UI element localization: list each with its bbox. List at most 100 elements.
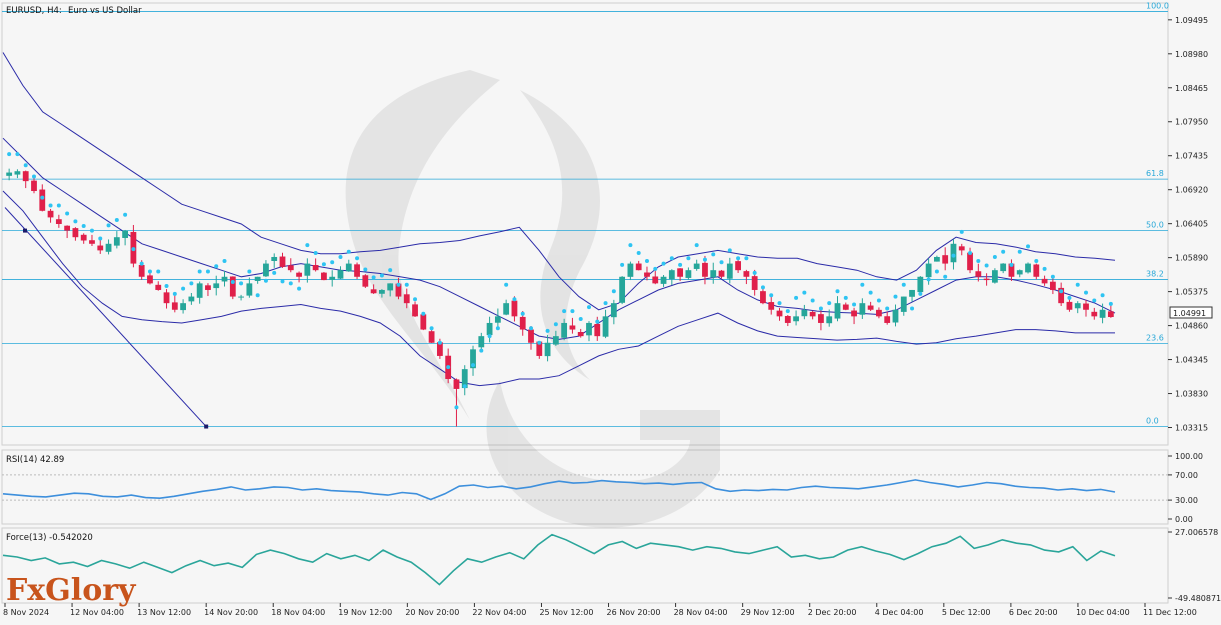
- parabolic-sar-dot: [545, 328, 550, 333]
- bearish-candle: [171, 302, 178, 310]
- bullish-candle: [379, 289, 385, 294]
- current-price-box: [1169, 306, 1213, 319]
- parabolic-sar-dot: [910, 306, 915, 311]
- parabolic-sar-dot: [297, 286, 302, 291]
- bullish-candle: [610, 303, 617, 318]
- parabolic-sar-dot: [1034, 258, 1039, 263]
- parabolic-sar-dot: [7, 152, 12, 157]
- parabolic-sar-dot: [239, 281, 244, 286]
- price-tick-label: 1.05890: [1175, 254, 1208, 263]
- bearish-candle: [751, 276, 758, 290]
- bearish-candle: [851, 310, 857, 317]
- bullish-candle: [213, 283, 220, 289]
- parabolic-sar-dot: [711, 252, 716, 257]
- bullish-candle: [693, 263, 700, 269]
- parabolic-sar-dot: [1017, 249, 1022, 254]
- bullish-candle: [925, 263, 932, 278]
- bearish-candle: [1107, 311, 1114, 318]
- time-tick-label: 5 Dec 12:00: [942, 608, 991, 617]
- parabolic-sar-dot: [413, 297, 418, 302]
- bearish-candle: [420, 314, 427, 330]
- bearish-candle: [412, 304, 418, 317]
- parabolic-sar-dot: [1108, 301, 1113, 306]
- bearish-candle: [205, 285, 211, 290]
- force-index-line: [2, 533, 1116, 586]
- price-tick-label: 1.06405: [1175, 220, 1208, 229]
- parabolic-sar-dot: [934, 269, 939, 274]
- parabolic-sar-dot: [131, 247, 136, 252]
- parabolic-sar-dot: [918, 291, 923, 296]
- parabolic-sar-dot: [760, 285, 765, 290]
- bearish-candle: [47, 210, 54, 218]
- parabolic-sar-dot: [363, 267, 368, 272]
- time-tick-label: 8 Nov 2024: [3, 608, 49, 617]
- bollinger-middle-band: [2, 137, 1116, 340]
- bullish-candle: [470, 349, 476, 369]
- bullish-candle: [801, 309, 808, 317]
- parabolic-sar-dot: [512, 297, 517, 302]
- trend-line: [4, 207, 207, 427]
- main-panel[interactable]: [1, 2, 1169, 446]
- parabolic-sar-dot: [702, 257, 707, 262]
- trendline-anchor: [204, 424, 209, 429]
- symbol-description: Euro vs US Dollar: [68, 6, 142, 16]
- bearish-candle: [296, 272, 302, 277]
- force-panel[interactable]: [1, 527, 1169, 604]
- bullish-candle: [726, 263, 733, 279]
- bollinger-lower-band: [2, 190, 1115, 387]
- price-tick-label: 1.08980: [1175, 50, 1208, 59]
- parabolic-sar-dot: [901, 282, 906, 287]
- bullish-candle: [180, 303, 186, 311]
- bullish-candle: [602, 316, 609, 337]
- parabolic-sar-dot: [272, 270, 277, 275]
- bullish-candle: [892, 309, 899, 323]
- parabolic-sar-dot: [355, 256, 360, 261]
- bullish-candle: [221, 276, 228, 282]
- parabolic-sar-dot: [943, 274, 948, 279]
- parabolic-sar-dot: [189, 281, 194, 286]
- bearish-candle: [1091, 311, 1098, 317]
- parabolic-sar-dot: [73, 219, 78, 224]
- time-tick-label: 20 Nov 20:00: [405, 608, 459, 617]
- parabolic-sar-dot: [736, 256, 741, 261]
- time-tick-label: 6 Dec 20:00: [1009, 608, 1058, 617]
- parabolic-sar-dot: [537, 340, 542, 345]
- bearish-candle: [89, 240, 95, 244]
- time-tick-label: 25 Nov 12:00: [539, 608, 593, 617]
- bullish-candle: [934, 256, 940, 262]
- parabolic-sar-dot: [628, 243, 633, 248]
- bullish-candle: [619, 276, 626, 303]
- parabolic-sar-dot: [959, 229, 964, 234]
- bearish-candle: [64, 225, 71, 231]
- bullish-candle: [950, 243, 957, 263]
- rsi-label: RSI(14) 42.89: [6, 455, 64, 465]
- bullish-candle: [387, 283, 394, 291]
- parabolic-sar-dot: [280, 279, 285, 284]
- parabolic-sar-dot: [65, 211, 70, 216]
- fib-level-label: 61.8: [1146, 169, 1164, 178]
- time-tick-label: 22 Nov 04:00: [472, 608, 526, 617]
- parabolic-sar-dot: [752, 270, 757, 275]
- bearish-candle: [1033, 264, 1040, 277]
- parabolic-sar-dot: [661, 261, 666, 266]
- parabolic-sar-dot: [620, 262, 625, 267]
- bearish-candle: [1058, 287, 1065, 304]
- time-tick-label: 10 Dec 04:00: [1076, 608, 1130, 617]
- bearish-candle: [743, 271, 750, 277]
- bullish-candle: [14, 171, 21, 175]
- parabolic-sar-dot: [744, 256, 749, 261]
- bearish-candle: [677, 268, 684, 277]
- bearish-candle: [312, 265, 319, 271]
- bullish-candle: [552, 336, 559, 345]
- bullish-candle: [660, 276, 667, 284]
- parabolic-sar-dot: [31, 174, 36, 179]
- parabolic-sar-dot: [669, 256, 674, 261]
- time-tick-label: 26 Nov 20:00: [607, 608, 661, 617]
- bearish-candle: [147, 275, 153, 284]
- bullish-candle: [917, 276, 924, 293]
- rsi-panel[interactable]: [1, 449, 1169, 525]
- bullish-candle: [105, 243, 112, 252]
- bullish-candle: [337, 270, 344, 279]
- parabolic-sar-dot: [719, 260, 724, 265]
